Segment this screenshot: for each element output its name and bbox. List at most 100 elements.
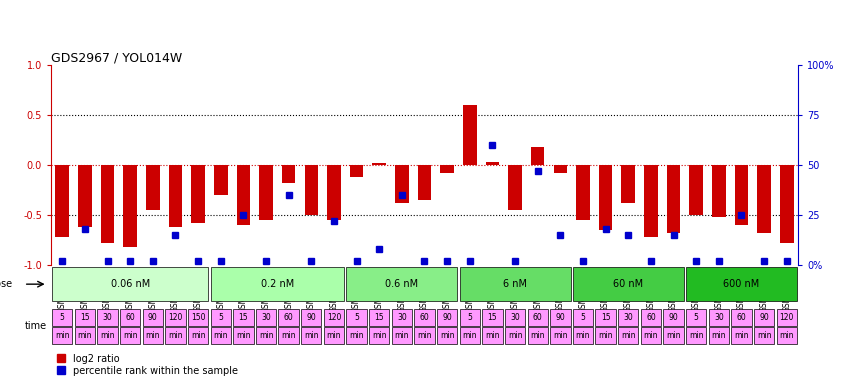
Text: min: min: [508, 331, 522, 340]
FancyBboxPatch shape: [346, 267, 458, 301]
FancyBboxPatch shape: [527, 327, 548, 344]
Bar: [503, 65, 526, 265]
Bar: [413, 65, 436, 265]
Text: 60: 60: [419, 313, 430, 323]
Text: min: min: [145, 331, 160, 340]
FancyBboxPatch shape: [52, 309, 72, 326]
FancyBboxPatch shape: [256, 309, 276, 326]
Text: min: min: [599, 331, 613, 340]
FancyBboxPatch shape: [301, 309, 322, 326]
Text: min: min: [621, 331, 636, 340]
Text: 30: 30: [397, 313, 407, 323]
Text: 60: 60: [126, 313, 135, 323]
Text: min: min: [304, 331, 318, 340]
FancyBboxPatch shape: [777, 309, 797, 326]
Text: 150: 150: [191, 313, 205, 323]
FancyBboxPatch shape: [754, 327, 774, 344]
FancyBboxPatch shape: [459, 327, 480, 344]
Text: min: min: [281, 331, 296, 340]
FancyBboxPatch shape: [143, 309, 163, 326]
Text: 60: 60: [646, 313, 655, 323]
FancyBboxPatch shape: [505, 309, 526, 326]
Text: 30: 30: [103, 313, 112, 323]
Text: min: min: [417, 331, 432, 340]
Bar: [594, 65, 617, 265]
FancyBboxPatch shape: [663, 327, 683, 344]
Bar: [101, 165, 115, 243]
FancyBboxPatch shape: [233, 309, 254, 326]
FancyBboxPatch shape: [550, 327, 571, 344]
FancyBboxPatch shape: [573, 327, 593, 344]
FancyBboxPatch shape: [369, 309, 390, 326]
Bar: [51, 65, 74, 265]
Bar: [526, 65, 549, 265]
FancyBboxPatch shape: [256, 327, 276, 344]
Text: min: min: [327, 331, 341, 340]
Bar: [300, 65, 323, 265]
Text: 60: 60: [737, 313, 746, 323]
Bar: [621, 165, 635, 203]
Text: min: min: [779, 331, 794, 340]
Bar: [327, 165, 340, 220]
Text: 120: 120: [168, 313, 183, 323]
Text: 60: 60: [284, 313, 294, 323]
Bar: [775, 65, 798, 265]
Bar: [757, 165, 771, 233]
Bar: [436, 65, 458, 265]
FancyBboxPatch shape: [211, 267, 344, 301]
Text: 90: 90: [669, 313, 678, 323]
FancyBboxPatch shape: [166, 309, 186, 326]
Bar: [187, 65, 210, 265]
FancyBboxPatch shape: [233, 327, 254, 344]
Text: min: min: [213, 331, 228, 340]
Bar: [368, 65, 391, 265]
FancyBboxPatch shape: [482, 309, 503, 326]
FancyBboxPatch shape: [301, 327, 322, 344]
FancyBboxPatch shape: [188, 309, 208, 326]
Text: min: min: [236, 331, 250, 340]
Bar: [486, 162, 499, 165]
Bar: [232, 65, 255, 265]
Bar: [639, 65, 662, 265]
FancyBboxPatch shape: [482, 327, 503, 344]
Text: 15: 15: [239, 313, 248, 323]
FancyBboxPatch shape: [323, 309, 344, 326]
Bar: [509, 165, 522, 210]
Bar: [391, 65, 413, 265]
Bar: [463, 105, 476, 165]
Bar: [531, 147, 544, 165]
FancyBboxPatch shape: [618, 309, 638, 326]
Text: time: time: [25, 321, 47, 331]
FancyBboxPatch shape: [459, 267, 571, 301]
FancyBboxPatch shape: [527, 309, 548, 326]
Text: 0.2 nM: 0.2 nM: [261, 279, 294, 289]
Bar: [123, 165, 137, 247]
Bar: [395, 165, 408, 203]
Text: 30: 30: [714, 313, 723, 323]
Text: min: min: [666, 331, 681, 340]
Bar: [666, 165, 680, 233]
Text: min: min: [100, 331, 115, 340]
Text: 5: 5: [694, 313, 699, 323]
Text: min: min: [485, 331, 500, 340]
Bar: [685, 65, 707, 265]
FancyBboxPatch shape: [120, 327, 140, 344]
FancyBboxPatch shape: [437, 309, 458, 326]
Text: min: min: [395, 331, 409, 340]
Text: 0.06 nM: 0.06 nM: [110, 279, 149, 289]
FancyBboxPatch shape: [709, 309, 729, 326]
FancyBboxPatch shape: [143, 327, 163, 344]
FancyBboxPatch shape: [641, 327, 661, 344]
FancyBboxPatch shape: [75, 309, 95, 326]
FancyBboxPatch shape: [550, 309, 571, 326]
FancyBboxPatch shape: [391, 309, 412, 326]
FancyBboxPatch shape: [346, 327, 367, 344]
FancyBboxPatch shape: [641, 309, 661, 326]
Text: min: min: [55, 331, 70, 340]
Bar: [237, 165, 250, 225]
FancyBboxPatch shape: [573, 267, 683, 301]
Bar: [689, 165, 703, 215]
Bar: [214, 165, 228, 195]
Bar: [142, 65, 164, 265]
FancyBboxPatch shape: [595, 309, 616, 326]
